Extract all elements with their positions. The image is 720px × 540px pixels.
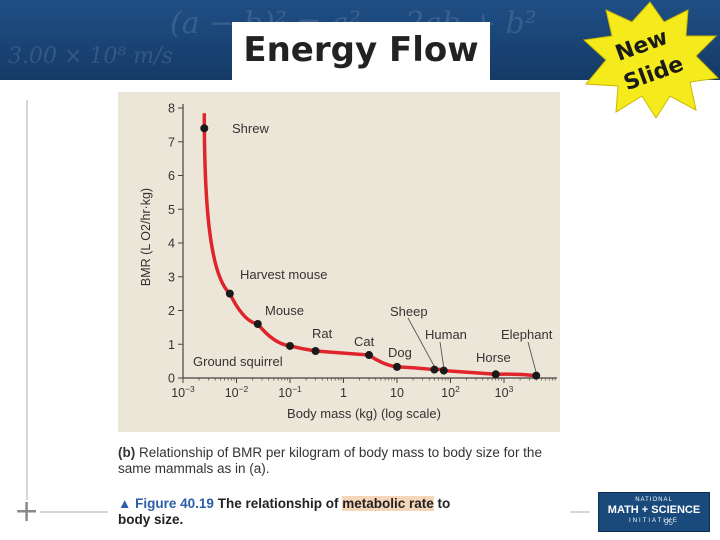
figure-subcaption: (b) Relationship of BMR per kilogram of … [118,445,558,477]
x-tick-label: 10 [390,386,404,400]
nmsi-logo: NATIONAL MATH + SCIENCE INITIATIVE [598,492,710,532]
x-tick-label: 10−1 [278,384,302,400]
y-tick-label: 8 [168,102,175,116]
caption-text-before: The relationship of [217,496,339,511]
y-tick-label: 4 [168,237,175,251]
leader-line [439,341,445,368]
data-point [286,341,294,350]
leader-line [527,341,537,373]
y-tick-label: 2 [168,304,175,318]
x-axis: 10−3 10−2 10−1 1 10 102 103 [171,377,557,400]
x-tick-label: 10−2 [225,384,249,400]
title-backdrop [232,22,490,82]
x-tick-label: 1 [340,386,347,400]
point-label: Human [425,327,467,342]
y-tick-label: 1 [168,338,175,352]
caption-text-after: to [437,496,451,511]
y-tick-label: 6 [168,169,175,183]
bottom-decor-rule [40,511,108,513]
starburst-shape [582,1,720,119]
logo-line-1: NATIONAL [635,497,673,503]
plot-panel [118,92,560,432]
x-axis-label: Body mass (kg) (log scale) [287,406,441,421]
point-labels: Shrew Harvest mouse Mouse Ground squirrel Ra… [193,121,553,369]
data-point [430,365,439,374]
page-number: 95 [664,518,673,527]
point-label: Elephant [501,327,553,342]
subcaption-text: Relationship of BMR per kilogram of body… [118,445,542,476]
subcaption-label: (b) [118,445,136,460]
new-slide-badge: New Slide [582,1,720,119]
data-point [532,371,541,380]
data-point [200,124,209,133]
y-tick-label: 3 [168,270,175,284]
y-tick-label: 0 [168,372,175,386]
point-label: Rat [312,326,333,341]
caption-line-2: body size. [118,512,184,527]
banner-formula-2: 3.00 × 10⁸ m/s [8,44,173,69]
y-tick-label: 5 [168,203,175,217]
figure-number: Figure 40.19 [135,496,214,511]
data-point [491,370,500,379]
x-tick-label: 103 [495,384,514,400]
point-label: Horse [476,350,511,365]
point-label: Harvest mouse [240,267,327,282]
bottom-decor-rule-right [570,511,590,513]
data-point [365,351,374,360]
x-tick-label: 10−3 [171,384,195,400]
caption-highlight: metabolic rate [342,496,434,511]
point-label: Dog [388,345,412,360]
data-point [225,289,234,298]
slide-title: Energy Flow [243,30,479,70]
logo-line-2: MATH + SCIENCE [607,504,701,516]
y-axis: 0 1 2 3 4 5 6 7 8 [168,102,184,386]
point-label: Shrew [232,121,269,136]
point-label: Cat [354,334,375,349]
x-tick-label: 102 [441,384,460,400]
caption-arrow-icon: ▲ [118,496,132,511]
y-axis-label: BMR (L O2/hr·kg) [139,188,153,286]
left-decor-rule [26,100,28,500]
point-label: Mouse [265,303,304,318]
point-label: Sheep [390,304,428,319]
data-point [253,320,262,328]
plus-icon: + [14,494,40,529]
leader-line [407,317,435,367]
data-points [200,124,541,380]
data-point [393,362,401,371]
logo-line-3: INITIATIVE [629,518,679,524]
figure-caption: ▲ Figure 40.19 The relationship of metab… [118,496,558,528]
data-point [439,366,448,375]
data-point [311,347,320,355]
label-leaders [407,317,537,373]
point-label: Ground squirrel [193,354,283,369]
y-tick-label: 7 [168,135,175,149]
